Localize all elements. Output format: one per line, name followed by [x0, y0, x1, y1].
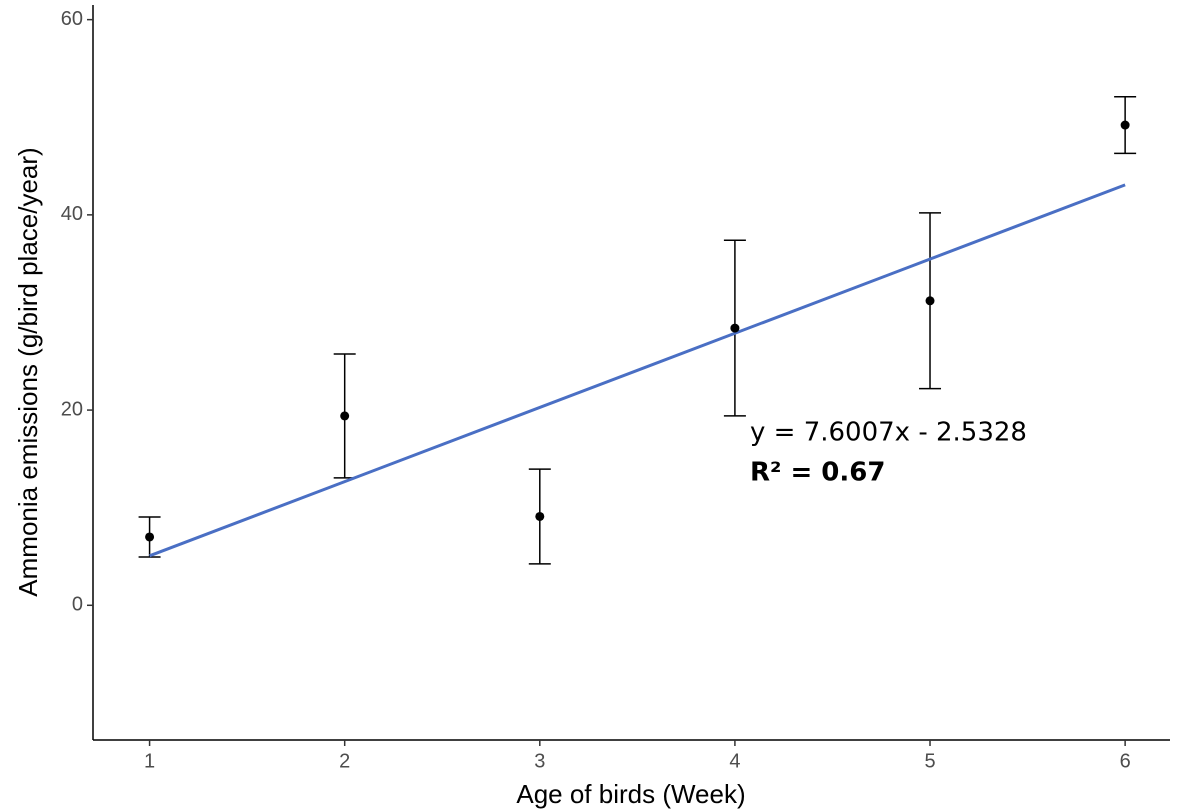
x-tick-label: 4: [729, 750, 740, 772]
x-tick-label: 1: [144, 750, 155, 772]
y-tick-label: 60: [61, 8, 83, 30]
x-tick-label: 3: [534, 750, 545, 772]
point: [1120, 120, 1130, 130]
point: [925, 296, 935, 306]
x-tick-label: 6: [1120, 750, 1131, 772]
point: [535, 511, 545, 521]
trend-line: [149, 183, 1126, 558]
y-tick-label: 40: [61, 203, 83, 225]
equation-annotation: y = 7.6007x - 2.5328: [750, 418, 1027, 448]
r-squared-annotation: R² = 0.67: [750, 458, 885, 488]
y-tick-label: 0: [72, 594, 83, 616]
y-axis-title: Ammonia emissions (g/bird place/year): [13, 147, 43, 596]
x-tick-label: 5: [924, 750, 935, 772]
x-tick-label: 2: [339, 750, 350, 772]
x-axis-title: Age of birds (Week): [516, 779, 745, 809]
point: [340, 411, 350, 421]
point: [145, 532, 155, 542]
point: [730, 323, 740, 333]
y-tick-label: 20: [61, 398, 83, 420]
